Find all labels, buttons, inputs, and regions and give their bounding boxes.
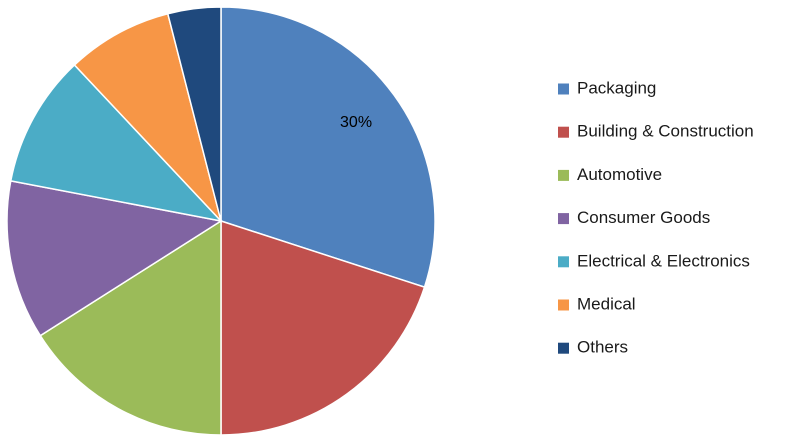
legend-item-consumer-goods: Consumer Goods [558,208,710,227]
legend-label: Medical [577,294,636,313]
legend-swatch [558,126,569,138]
legend-swatch [558,169,569,181]
legend-label: Packaging [577,78,656,97]
pie-slice-consumer-goods [6,180,224,337]
legend-label: Electrical & Electronics [577,251,750,270]
legend-swatch [558,83,569,95]
legend-item-automotive: Automotive [558,165,662,184]
legend: Packaging Building & Construction Automoti… [558,78,754,357]
legend-swatch [558,342,569,354]
pie-slice-others [166,6,222,222]
legend-item-others: Others [558,338,628,357]
pie-slice-electrical-and-electronics [9,63,224,223]
legend-label: Automotive [577,165,662,184]
legend-item-packaging: Packaging [558,78,656,97]
legend-label: Consumer Goods [577,208,710,227]
legend-label: Building & Construction [577,122,754,141]
legend-swatch [558,299,569,311]
legend-swatch [558,213,569,225]
legend-label: Others [577,338,628,357]
pie-slices [6,6,436,436]
pie-slice-medical [73,12,222,222]
pie-data-labels: 30% [340,114,372,131]
legend-item-electrical-and-electronics: Electrical & Electronics [558,251,750,270]
legend-item-medical: Medical [558,294,636,313]
data-label-packaging: 30% [340,114,372,131]
pie-slice-packaging [220,6,436,289]
pie-slice-building-and-construction [220,219,426,436]
pie-slice-automotive [39,219,222,436]
legend-swatch [558,256,569,268]
legend-item-building-and-construction: Building & Construction [558,122,754,141]
